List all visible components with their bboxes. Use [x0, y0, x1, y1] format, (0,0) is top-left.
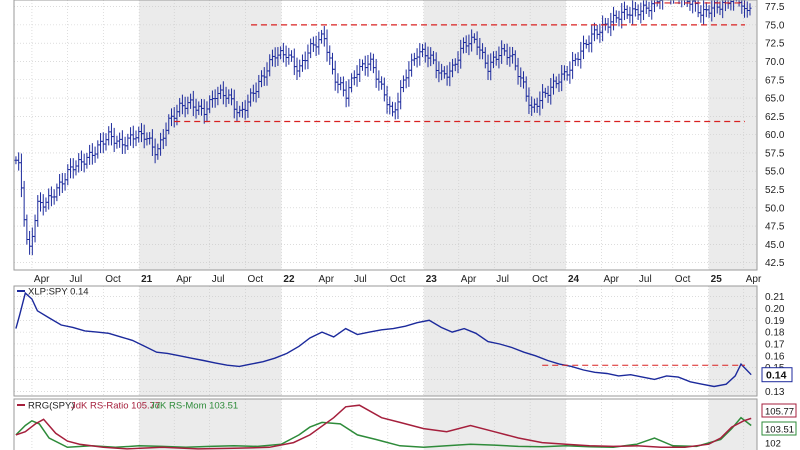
x-axis-month-label: Oct: [532, 274, 548, 285]
price-year-shade: [708, 0, 757, 270]
rrg-right-label: 103.51: [765, 425, 794, 436]
price-y-tick-label: 55.0: [765, 167, 785, 178]
price-y-tick-label: 52.5: [765, 185, 785, 196]
x-axis-month-label: Apr: [176, 274, 192, 285]
ratio-y-tick-label: 0.20: [765, 304, 785, 315]
x-axis-year-label: 22: [283, 274, 295, 285]
rrg-value-box: [761, 421, 797, 436]
price-y-tick-label: 45.0: [765, 240, 785, 251]
x-axis-year-label: 23: [426, 274, 438, 285]
price-y-tick-label: 50.0: [765, 203, 785, 214]
ratio-year-shade: [423, 286, 566, 396]
rs-momentum-line: [15, 416, 752, 449]
rrg-legend-ratio: JdK RS-Ratio 105.77: [71, 401, 160, 412]
ratio-legend: XLP:SPY 0.14: [28, 287, 89, 298]
ratio-last-value-box: [761, 367, 793, 383]
price-y-tick-label: 47.5: [765, 222, 785, 233]
rrg-right-label: 102: [765, 439, 781, 450]
x-axis-month-label: Oct: [675, 274, 691, 285]
x-axis-month-label: Apr: [746, 274, 762, 285]
ratio-y-tick-label: 0.18: [765, 328, 785, 339]
price-y-tick-label: 70.0: [765, 57, 785, 68]
rrg-right-label: 105.77: [765, 407, 794, 418]
rrg-year-shade: [139, 399, 282, 450]
x-axis-year-label: 24: [568, 274, 580, 285]
x-axis-month-label: Oct: [248, 274, 264, 285]
ratio-frame: [13, 285, 758, 397]
rrg-legend-momentum: JdK RS-Mom 103.51: [150, 401, 238, 412]
ratio-y-tick-label: 0.17: [765, 339, 785, 350]
rrg-year-shade: [423, 399, 566, 450]
x-axis-month-label: Oct: [105, 274, 121, 285]
rrg-frame: [13, 398, 758, 450]
ratio-line: [15, 291, 752, 388]
x-axis-month-label: Apr: [461, 274, 477, 285]
ratio-y-tick-label: 0.13: [765, 387, 785, 398]
x-axis-month-label: Jul: [69, 274, 82, 285]
rs-ratio-line: [15, 404, 752, 450]
x-axis-month-label: Apr: [319, 274, 335, 285]
ratio-y-tick-label: 0.16: [765, 351, 785, 362]
x-axis-year-label: 21: [141, 274, 153, 285]
price-y-tick-label: 60.0: [765, 130, 785, 141]
x-axis-month-label: Jul: [639, 274, 652, 285]
rrg-value-box: [761, 403, 797, 418]
price-y-tick-label: 42.5: [765, 258, 785, 269]
x-axis-month-label: Jul: [212, 274, 225, 285]
price-y-tick-label: 57.5: [765, 148, 785, 159]
price-y-tick-label: 77.5: [765, 2, 785, 13]
x-axis-year-label: 25: [711, 274, 723, 285]
price-y-tick-label: 62.5: [765, 112, 785, 123]
price-year-shade: [423, 0, 566, 270]
x-axis-month-label: Apr: [34, 274, 50, 285]
ratio-y-tick-label: 0.19: [765, 316, 785, 327]
x-axis-month-label: Oct: [390, 274, 406, 285]
x-axis-month-label: Apr: [603, 274, 619, 285]
ratio-last-value-label: 0.14: [766, 370, 787, 382]
rrg-legend-prefix: RRG(SPY): [28, 401, 74, 412]
price-y-tick-label: 75.0: [765, 20, 785, 31]
price-y-tick-label: 67.5: [765, 75, 785, 86]
x-axis-month-label: Jul: [354, 274, 367, 285]
price-panel: 42.5 45.0 47.5 50.0 52.5 55.0 57.5 60.0 62.5 65.0…: [13, 0, 785, 285]
price-y-tick-label: 72.5: [765, 39, 785, 50]
price-y-tick-label: 65.0: [765, 94, 785, 105]
ratio-y-tick-label: 0.21: [765, 292, 785, 303]
ratio-year-shade: [139, 286, 282, 396]
ratio-panel: 0.130.150.160.170.180.190.200.210.14XLP:…: [13, 285, 793, 398]
price-frame: [13, 0, 758, 271]
x-axis-month-label: Jul: [496, 274, 509, 285]
